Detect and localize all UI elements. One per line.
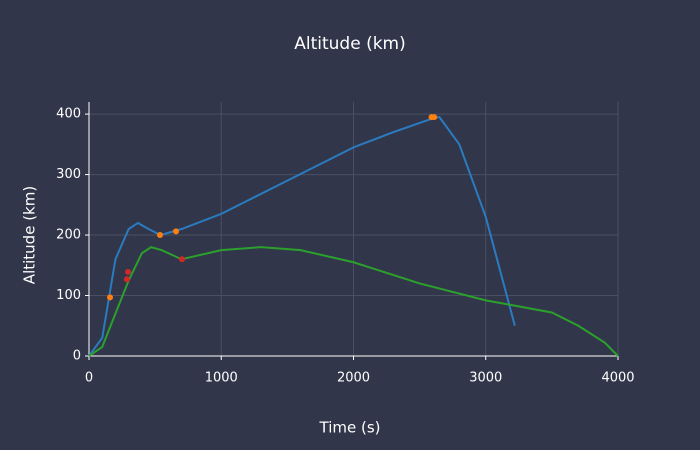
y-tick-label: 200 [56,228,81,243]
marker [123,276,130,283]
y-tick-label: 100 [56,288,81,303]
x-tick-label: 0 [85,371,93,386]
x-tick-label: 3000 [469,371,502,386]
line [88,116,516,357]
marker [157,232,164,239]
y-axis-label: Altitude (km) [21,186,39,284]
line [88,246,619,357]
x-tick-label: 1000 [205,371,238,386]
x-tick-label: 4000 [601,371,634,386]
chart-title: Altitude (km) [294,34,406,54]
marker [173,228,180,235]
x-axis-label: Time (s) [319,419,381,437]
y-tick-label: 400 [56,107,81,122]
x-tick-label: 2000 [337,371,370,386]
marker [178,256,185,263]
y-tick-label: 300 [56,167,81,182]
y-tick-label: 0 [73,349,81,364]
marker [125,268,132,275]
marker [107,294,114,301]
marker [431,114,438,121]
